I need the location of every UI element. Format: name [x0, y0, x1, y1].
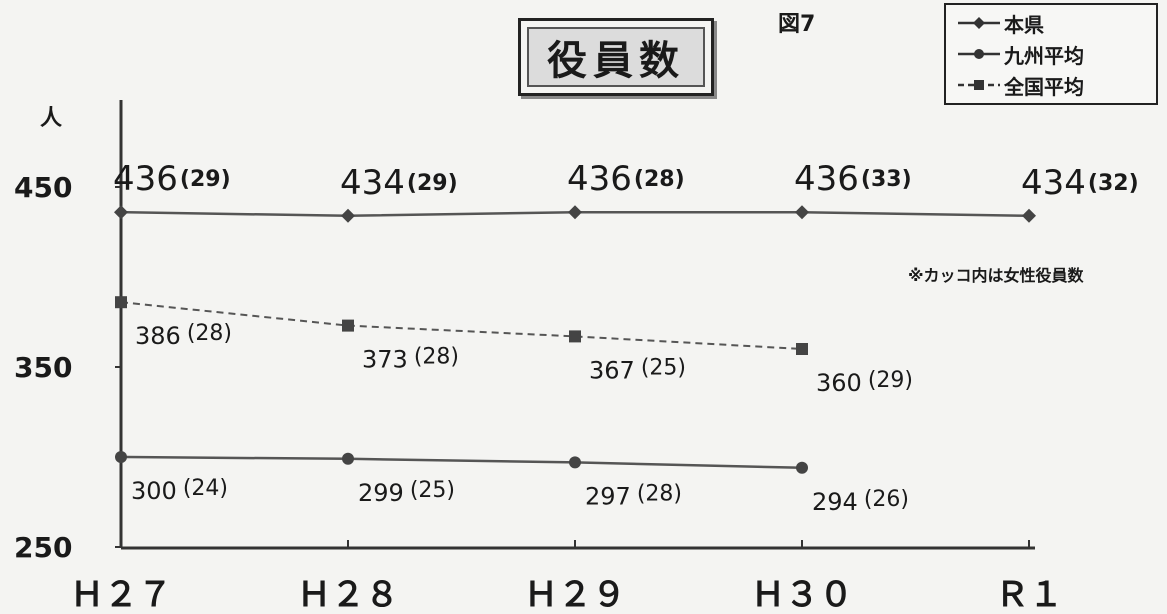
data-label-value: 436 — [113, 159, 178, 199]
data-label-female-count: (29) — [180, 167, 231, 192]
data-label-value: 373 — [362, 346, 408, 374]
data-label: 436(29) — [113, 159, 231, 199]
data-label-female-count: (29) — [407, 171, 458, 196]
data-label-female-count: (24) — [183, 476, 228, 501]
data-label: 367 (25) — [589, 355, 686, 384]
data-label-value: 386 — [135, 322, 181, 350]
data-label-value: 436 — [567, 159, 632, 199]
data-point-diamond — [568, 205, 582, 220]
x-tick-label: Ｈ２８ — [297, 575, 399, 614]
data-point-circle — [342, 452, 354, 465]
data-label-female-count: (32) — [1088, 171, 1139, 196]
data-point-square — [342, 319, 354, 332]
data-label: 434(32) — [1021, 163, 1139, 203]
y-axis-unit-label: 人 — [40, 106, 63, 131]
legend-item-national: 全国平均 — [956, 71, 1084, 99]
data-point-diamond — [341, 208, 355, 223]
legend-circle-marker — [958, 49, 1000, 59]
data-label-value: 367 — [589, 356, 635, 384]
data-label-female-count: (29) — [868, 368, 913, 393]
series-line-1 — [120, 455, 803, 470]
data-label: 373 (28) — [362, 345, 459, 374]
data-label-female-count: (28) — [634, 167, 685, 192]
data-point-diamond — [114, 205, 128, 220]
data-label-female-count: (28) — [637, 481, 682, 506]
data-label-value: 299 — [358, 479, 404, 507]
series-line-2 — [120, 301, 803, 350]
data-label: 297 (28) — [585, 481, 682, 510]
x-tick-label: Ｈ２７ — [70, 575, 172, 614]
data-label-female-count: (33) — [861, 167, 912, 192]
data-label: 434(29) — [340, 163, 458, 203]
data-point-square — [115, 296, 127, 309]
figure-label: 図7 — [778, 12, 816, 37]
y-tick-label: 450 — [14, 171, 72, 204]
x-tick-label: Ｈ３０ — [751, 575, 853, 614]
legend-item-prefecture: 本県 — [956, 9, 1044, 37]
chart-title: 役員数 — [547, 38, 685, 84]
legend-label: 本県 — [1004, 12, 1044, 37]
data-point-diamond — [795, 205, 809, 220]
data-label-value: 300 — [131, 477, 177, 505]
data-point-square — [796, 343, 808, 355]
data-label-value: 436 — [794, 159, 859, 199]
data-label-female-count: (28) — [414, 345, 459, 370]
data-label: 360 (29) — [816, 368, 913, 397]
data-label-female-count: (25) — [410, 478, 455, 503]
chart-title-box: 役員数 — [518, 18, 714, 96]
data-label: 300 (24) — [131, 476, 228, 505]
data-point-circle — [569, 456, 581, 469]
data-label-value: 360 — [816, 369, 862, 397]
data-label: 436(33) — [794, 159, 912, 199]
data-label-value: 434 — [1021, 163, 1086, 203]
footnote: ※カッコ内は女性役員数 — [908, 266, 1084, 285]
data-point-diamond — [1022, 208, 1036, 223]
y-tick-label: 350 — [14, 351, 72, 384]
data-point-circle — [796, 461, 808, 474]
y-tick-label: 250 — [14, 531, 72, 564]
data-label: 436(28) — [567, 159, 685, 199]
data-point-circle — [115, 451, 127, 463]
data-label-value: 294 — [812, 488, 858, 516]
data-label: 386 (28) — [135, 321, 232, 350]
legend-label: 全国平均 — [1004, 74, 1084, 99]
data-label-value: 434 — [340, 163, 405, 203]
data-label: 299 (25) — [358, 478, 455, 507]
data-label-female-count: (25) — [641, 355, 686, 380]
data-label-female-count: (28) — [187, 321, 232, 346]
data-point-square — [569, 330, 581, 343]
legend-square-marker — [958, 80, 1000, 90]
data-label-value: 297 — [585, 482, 631, 510]
legend: 本県 九州平均 全国平均 — [944, 3, 1158, 105]
legend-diamond-marker — [958, 17, 1000, 29]
data-label-female-count: (26) — [864, 487, 909, 512]
x-tick-label: Ｈ２９ — [524, 575, 626, 614]
data-label: 294 (26) — [812, 487, 909, 516]
legend-label: 九州平均 — [1004, 43, 1084, 68]
legend-item-kyushu: 九州平均 — [956, 40, 1084, 68]
x-tick-label: Ｒ１ — [995, 575, 1063, 614]
